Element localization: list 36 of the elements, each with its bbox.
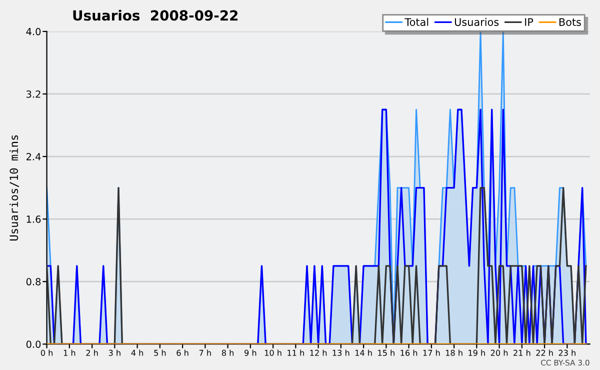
x-tick-label: 6 h	[176, 350, 188, 356]
y-tick-label: 1.6	[26, 216, 41, 223]
x-tick-label: 17 h	[423, 350, 440, 356]
legend-label: Total	[404, 18, 428, 26]
x-tick-label: 5 h	[154, 350, 166, 356]
x-tick-label: 18 h	[446, 350, 462, 356]
x-tick-label: 12 h	[310, 350, 327, 356]
x-tick-label: 22 h	[536, 350, 553, 356]
x-tick-label: 7 h	[199, 350, 211, 356]
x-tick-label: 10 h	[264, 350, 282, 356]
y-tick-label: 2.4	[26, 152, 41, 160]
x-tick-label: 8 h	[222, 350, 234, 356]
x-tick-label: 15 h	[378, 350, 394, 356]
x-tick-label: 4 h	[131, 350, 144, 356]
y-tick-label: 3.2	[26, 90, 40, 98]
x-tick-label: 1 h	[64, 350, 76, 356]
x-tick-label: 9 h	[244, 350, 256, 356]
x-tick-label: 2 h	[86, 350, 98, 356]
legend-label: IP	[525, 18, 534, 26]
x-tick-label: 0 h	[40, 350, 53, 356]
chart-title: Usuarios 2008-09-22	[73, 10, 238, 21]
x-tick-label: 23 h	[558, 350, 576, 356]
y-tick-label: 4.0	[26, 28, 41, 36]
y-tick-label: 0.8	[26, 278, 41, 286]
legend-label: Bots	[559, 18, 581, 26]
x-tick-label: 3 h	[108, 350, 120, 356]
x-tick-label: 11 h	[288, 350, 304, 356]
x-tick-label: 19 h	[468, 350, 485, 356]
x-tick-label: 21 h	[514, 350, 530, 356]
y-tick-label: 0.0	[26, 340, 41, 348]
x-tick-label: 14 h	[355, 350, 372, 356]
legend-label: Usuarios	[454, 18, 499, 26]
y-axis-title: Usuarios/10 mins	[9, 135, 19, 240]
x-tick-label: 13 h	[332, 350, 350, 356]
x-tick-label: 16 h	[400, 350, 418, 356]
x-tick-label: 20 h	[490, 350, 508, 356]
